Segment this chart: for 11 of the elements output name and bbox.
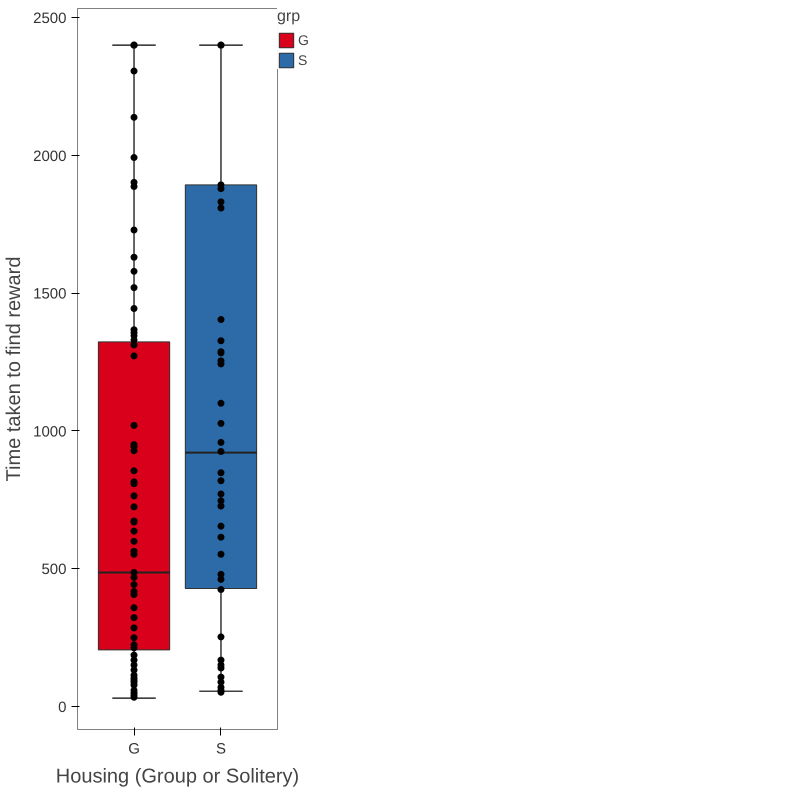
y-tick-label: 500 — [41, 561, 67, 578]
x-axis-title: Housing (Group or Solitery) — [56, 766, 300, 788]
y-tick-label: 0 — [58, 698, 66, 716]
y-tick-label: 2000 — [33, 148, 67, 165]
legend-title: grp — [277, 8, 302, 26]
legend-label: S — [298, 52, 308, 68]
y-axis-title: Time taken to find reward — [3, 256, 26, 482]
y-tick-label: 2500 — [33, 10, 67, 28]
y-tick-label: 1000 — [33, 423, 67, 440]
legend-label: G — [298, 32, 310, 48]
y-tick-label: 1500 — [33, 286, 67, 303]
